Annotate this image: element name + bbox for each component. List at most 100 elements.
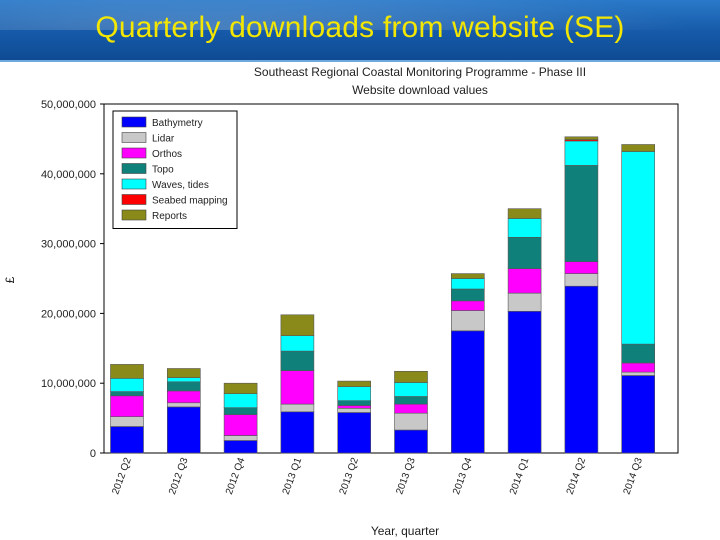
x-axis-label: Year, quarter [371,524,439,538]
bar-segment [564,273,599,287]
bar-segment [507,268,542,294]
bar-segment [450,278,485,290]
bar-segment [621,151,656,345]
bar-segment [167,406,201,454]
bar-segment [110,426,144,454]
legend-label: Orthos [152,149,182,160]
bar-segment [564,136,599,140]
chart-title: Southeast Regional Coastal Monitoring Pr… [254,65,586,79]
bar-segment [450,310,485,332]
bar-segment [167,390,201,404]
legend-swatch [121,178,147,190]
bar-segment [223,407,258,415]
bar-segment [223,440,258,454]
x-tick-label: 2013 Q4 [451,456,475,496]
bar-segment [337,400,372,406]
bar-segment [507,292,542,312]
bar-segment [167,368,201,378]
bar-segment [337,380,372,388]
legend-swatch [121,163,147,174]
bar-segment [280,411,315,454]
bar-segment [621,375,656,454]
legend-swatch [121,132,147,143]
bar-segment [337,405,372,409]
bar-segment [280,335,315,352]
x-tick-label: 2013 Q3 [394,456,418,496]
bar-segment [110,377,144,392]
bar-segment [280,403,315,413]
bar-segment [280,350,315,371]
y-tick-label: 0 [90,448,96,460]
legend-label: Topo [152,165,174,176]
bar-segment [621,144,656,152]
legend-label: Reports [152,211,187,222]
x-axis-ticks: 2012 Q2 2012 Q3 2012 Q4 2013 Q1 2013 Q2 2013 … [110,456,645,496]
bar-segment [337,412,372,454]
bar-segment [223,382,258,395]
y-tick-label: 30,000,000 [41,239,96,251]
bar-segment [621,371,656,376]
bar-segment [564,140,599,166]
legend-label: Waves, tides [152,180,209,191]
y-axis-label: £ [3,276,17,283]
header-divider [0,60,720,62]
y-axis-ticks: 0 10,000,000 20,000,000 30,000,000 40,000,00… [41,99,104,460]
bar-segment [507,237,542,270]
bar-segment [167,402,201,408]
y-tick-label: 20,000,000 [41,308,96,320]
bar-segment [110,364,144,379]
bar-segment [621,362,656,373]
bar-segment [450,300,485,311]
bar-segment [394,370,428,383]
bar-segment [167,381,201,392]
header-band [0,0,720,60]
bar-segment [110,416,144,427]
x-tick-label: 2012 Q4 [224,456,248,496]
bar-segment [394,396,428,405]
legend-swatch [121,209,147,221]
slide-title: Quarterly downloads from website (SE) [95,11,625,44]
bar-segment [621,343,656,364]
legend-swatch [121,194,147,205]
y-tick-label: 40,000,000 [41,169,96,181]
x-tick-label: 2013 Q1 [281,456,305,496]
bars [110,136,656,454]
bar-segment [450,288,485,302]
bar-segment [564,261,599,274]
bar-segment [223,393,258,409]
y-tick-label: 10,000,000 [41,378,96,390]
legend-swatch [121,116,147,128]
bar-segment [564,165,599,262]
x-tick-label: 2014 Q2 [565,456,589,496]
bar-segment [507,310,542,454]
bar-segment [450,330,485,454]
bar-segment [507,218,542,238]
bar-segment [394,429,428,454]
legend-label: Bathymetry [152,118,203,129]
bar-segment [223,435,258,441]
legend-label: Lidar [152,134,175,145]
legend-label: Seabed mapping [152,196,228,207]
x-tick-label: 2012 Q3 [167,456,191,496]
bar-segment [394,403,428,414]
x-tick-label: 2012 Q2 [110,456,134,496]
bar-segment [110,395,144,417]
bar-segment [450,273,485,279]
x-tick-label: 2014 Q3 [622,456,646,496]
x-tick-label: 2014 Q1 [508,456,532,496]
bar-segment [280,370,315,405]
bar-segment [564,285,599,454]
bar-segment [337,386,372,402]
bar-segment [280,314,315,336]
bar-segment [394,382,428,397]
bar-segment [507,208,542,219]
legend: Bathymetry Lidar Orthos Topo Waves, tides Sea… [112,110,238,229]
bar-segment [167,377,201,383]
bar-segment [337,407,372,413]
legend-swatch [121,147,147,159]
x-tick-label: 2013 Q2 [338,456,362,496]
bar-segment [223,414,258,436]
bar-segment [394,412,428,431]
y-tick-label: 50,000,000 [41,99,96,111]
